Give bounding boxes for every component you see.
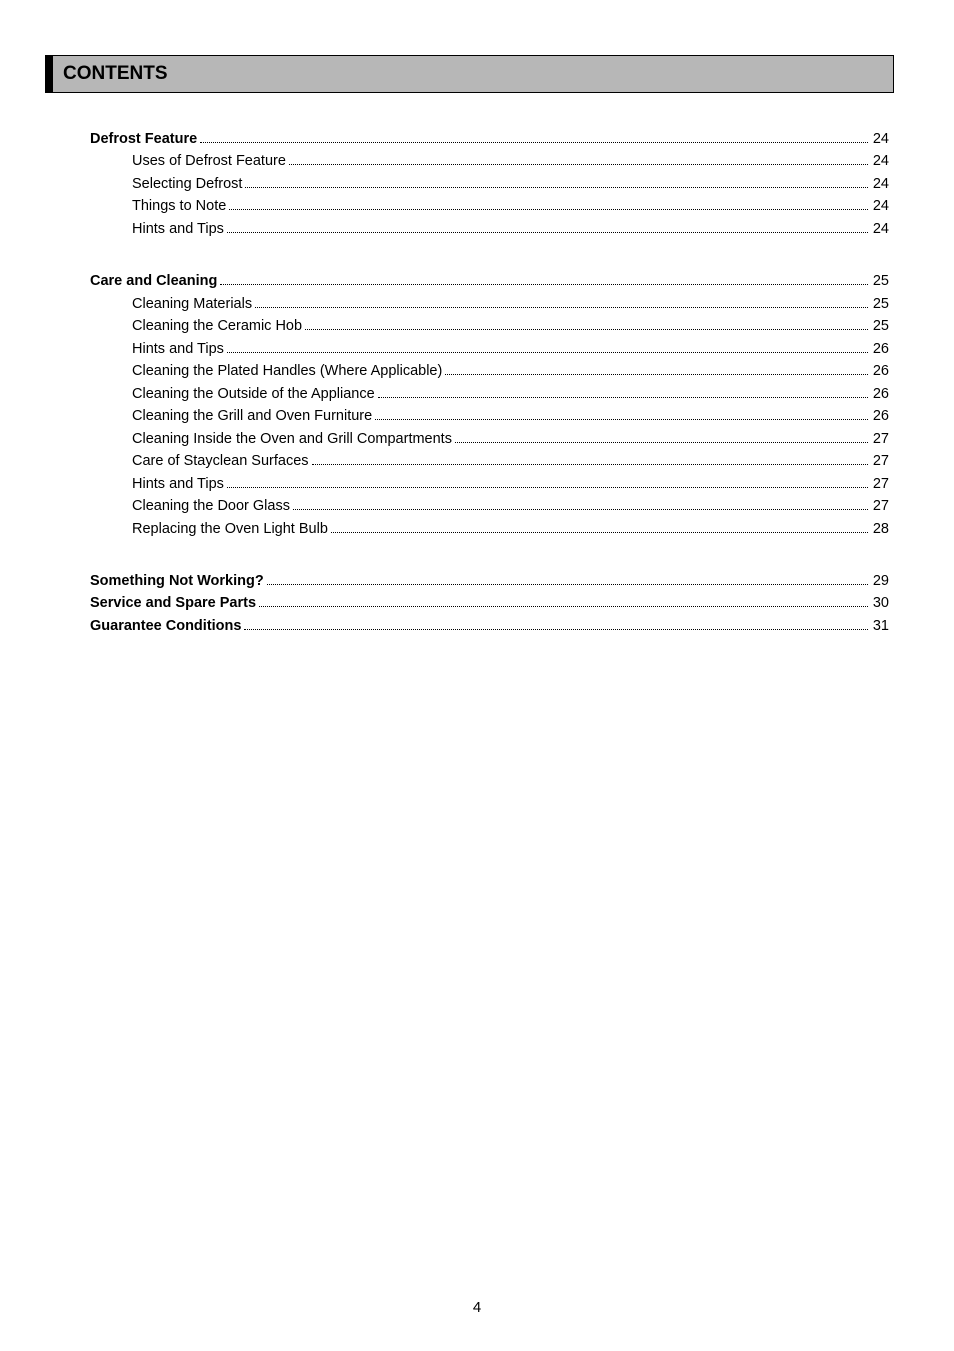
toc-leader-dots (312, 464, 868, 465)
toc-page-number: 29 (871, 570, 889, 592)
toc-leader-dots (455, 442, 868, 443)
toc-row: Cleaning the Door Glass 27 (90, 495, 889, 517)
toc-leader-dots (220, 284, 868, 285)
toc-row: Something Not Working? 29 (90, 570, 889, 592)
toc-label: Hints and Tips (90, 218, 224, 240)
toc-row: Care of Stayclean Surfaces 27 (90, 450, 889, 472)
toc-row: Selecting Defrost 24 (90, 173, 889, 195)
toc-label: Cleaning the Ceramic Hob (90, 315, 302, 337)
toc-leader-dots (375, 419, 868, 420)
table-of-contents: Defrost Feature 24Uses of Defrost Featur… (45, 128, 894, 637)
toc-leader-dots (227, 232, 868, 233)
toc-page-number: 28 (871, 518, 889, 540)
toc-row: Cleaning Inside the Oven and Grill Compa… (90, 428, 889, 450)
toc-label: Cleaning the Grill and Oven Furniture (90, 405, 372, 427)
toc-section: Care and Cleaning 25Cleaning Materials 2… (90, 270, 889, 540)
page-container: CONTENTS Defrost Feature 24Uses of Defro… (0, 0, 954, 1351)
toc-page-number: 24 (871, 195, 889, 217)
toc-label: Hints and Tips (90, 338, 224, 360)
toc-label: Cleaning the Door Glass (90, 495, 290, 517)
toc-row: Care and Cleaning 25 (90, 270, 889, 292)
toc-label: Uses of Defrost Feature (90, 150, 286, 172)
toc-leader-dots (227, 352, 868, 353)
toc-row: Guarantee Conditions 31 (90, 615, 889, 637)
toc-label: Things to Note (90, 195, 226, 217)
header-title: CONTENTS (53, 55, 894, 93)
toc-row: Cleaning the Outside of the Appliance 26 (90, 383, 889, 405)
toc-label: Care of Stayclean Surfaces (90, 450, 309, 472)
page-number: 4 (0, 1299, 954, 1316)
toc-page-number: 27 (871, 495, 889, 517)
toc-leader-dots (245, 187, 867, 188)
toc-page-number: 30 (871, 592, 889, 614)
toc-leader-dots (293, 509, 868, 510)
toc-leader-dots (305, 329, 868, 330)
toc-page-number: 24 (871, 150, 889, 172)
toc-label: Guarantee Conditions (90, 615, 241, 637)
toc-row: Cleaning the Plated Handles (Where Appli… (90, 360, 889, 382)
toc-leader-dots (244, 629, 867, 630)
toc-row: Cleaning the Ceramic Hob 25 (90, 315, 889, 337)
toc-leader-dots (445, 374, 868, 375)
toc-page-number: 24 (871, 218, 889, 240)
toc-page-number: 27 (871, 450, 889, 472)
toc-leader-dots (229, 209, 868, 210)
toc-row: Hints and Tips 26 (90, 338, 889, 360)
toc-page-number: 25 (871, 293, 889, 315)
toc-row: Uses of Defrost Feature 24 (90, 150, 889, 172)
toc-leader-dots (227, 487, 868, 488)
toc-section: Defrost Feature 24Uses of Defrost Featur… (90, 128, 889, 240)
toc-row: Hints and Tips 24 (90, 218, 889, 240)
toc-label: Something Not Working? (90, 570, 264, 592)
toc-leader-dots (331, 532, 868, 533)
toc-row: Cleaning the Grill and Oven Furniture 26 (90, 405, 889, 427)
toc-page-number: 24 (871, 128, 889, 150)
toc-page-number: 26 (871, 383, 889, 405)
toc-row: Things to Note 24 (90, 195, 889, 217)
toc-page-number: 25 (871, 315, 889, 337)
toc-page-number: 26 (871, 405, 889, 427)
toc-label: Care and Cleaning (90, 270, 217, 292)
toc-label: Cleaning Materials (90, 293, 252, 315)
toc-page-number: 26 (871, 360, 889, 382)
toc-label: Cleaning the Plated Handles (Where Appli… (90, 360, 442, 382)
toc-row: Replacing the Oven Light Bulb 28 (90, 518, 889, 540)
toc-leader-dots (378, 397, 868, 398)
toc-leader-dots (200, 142, 868, 143)
toc-leader-dots (259, 606, 868, 607)
toc-leader-dots (289, 164, 868, 165)
toc-page-number: 27 (871, 473, 889, 495)
toc-page-number: 26 (871, 338, 889, 360)
toc-page-number: 27 (871, 428, 889, 450)
toc-section: Something Not Working? 29Service and Spa… (90, 570, 889, 637)
toc-label: Cleaning the Outside of the Appliance (90, 383, 375, 405)
toc-page-number: 31 (871, 615, 889, 637)
header-accent-bar (45, 55, 53, 93)
toc-label: Defrost Feature (90, 128, 197, 150)
toc-label: Cleaning Inside the Oven and Grill Compa… (90, 428, 452, 450)
toc-page-number: 24 (871, 173, 889, 195)
toc-label: Service and Spare Parts (90, 592, 256, 614)
toc-row: Hints and Tips 27 (90, 473, 889, 495)
toc-row: Service and Spare Parts 30 (90, 592, 889, 614)
toc-label: Replacing the Oven Light Bulb (90, 518, 328, 540)
toc-leader-dots (267, 584, 868, 585)
toc-label: Selecting Defrost (90, 173, 242, 195)
contents-header: CONTENTS (45, 55, 894, 93)
toc-label: Hints and Tips (90, 473, 224, 495)
toc-page-number: 25 (871, 270, 889, 292)
toc-leader-dots (255, 307, 868, 308)
toc-row: Cleaning Materials 25 (90, 293, 889, 315)
toc-row: Defrost Feature 24 (90, 128, 889, 150)
